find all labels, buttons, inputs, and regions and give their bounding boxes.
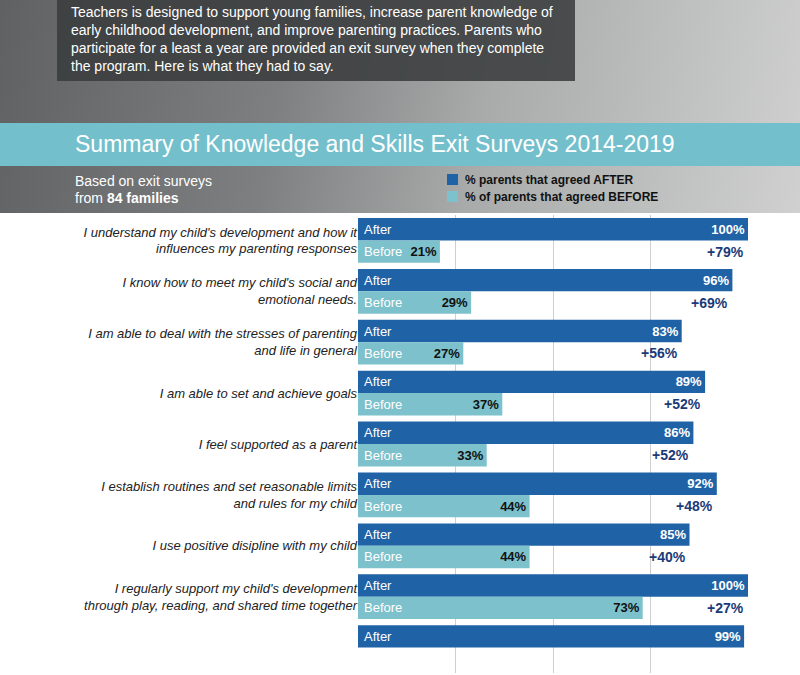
svg-text:I understand my child's develo: I understand my child's development and … (84, 225, 359, 257)
svg-text:I feel supported as a parent: I feel supported as a parent (199, 437, 359, 452)
svg-text:Before: Before (364, 244, 402, 259)
svg-text:I know how to meet my child's: I know how to meet my child's social and… (123, 275, 358, 307)
svg-text:After: After (364, 273, 392, 288)
svg-text:After: After (364, 527, 392, 542)
svg-text:+27%: +27% (707, 600, 744, 616)
svg-text:I am able to deal with the str: I am able to deal with the stresses of p… (88, 326, 358, 358)
svg-text:I establish routines and set r: I establish routines and set reasonable … (101, 479, 358, 511)
svg-text:73%: 73% (613, 600, 639, 615)
svg-text:Before: Before (364, 600, 402, 615)
svg-text:+52%: +52% (652, 447, 689, 463)
svg-text:After: After (364, 425, 392, 440)
svg-text:83%: 83% (652, 324, 678, 339)
svg-text:Before: Before (364, 448, 402, 463)
svg-text:After: After (364, 578, 392, 593)
html-text:from 84 families: from 84 families (75, 190, 179, 206)
svg-text:37%: 37% (473, 397, 499, 412)
svg-text:After: After (364, 476, 392, 491)
svg-text:After: After (364, 324, 392, 339)
svg-text:I am able to set and achieve g: I am able to set and achieve goals (160, 386, 358, 401)
svg-text:After: After (364, 374, 392, 389)
svg-text:I use positive disipline with: I use positive disipline with my child (153, 538, 358, 553)
svg-text:+48%: +48% (676, 498, 713, 514)
svg-text:96%: 96% (703, 273, 729, 288)
svg-text:29%: 29% (442, 295, 468, 310)
svg-text:85%: 85% (660, 527, 686, 542)
svg-text:33%: 33% (457, 448, 483, 463)
svg-text:+52%: +52% (664, 396, 701, 412)
svg-text:92%: 92% (687, 476, 713, 491)
svg-text:+69%: +69% (691, 295, 728, 311)
svg-text:86%: 86% (664, 425, 690, 440)
svg-text:100%: 100% (711, 222, 745, 237)
html-text:% of parents that agreed BEFOR: % of parents that agreed BEFORE (465, 190, 659, 204)
svg-text:21%: 21% (410, 244, 436, 259)
html-text:Based on exit surveys: Based on exit surveys (75, 173, 212, 189)
svg-text:After: After (364, 629, 392, 644)
svg-text:+40%: +40% (649, 549, 686, 565)
svg-text:Before: Before (364, 295, 402, 310)
svg-text:Before: Before (364, 549, 402, 564)
svg-text:99%: 99% (715, 629, 741, 644)
html-text:Summary of Knowledge and Skill: Summary of Knowledge and Skills Exit Sur… (75, 131, 675, 157)
svg-text:After: After (364, 222, 392, 237)
svg-text:Before: Before (364, 397, 402, 412)
html-text:% parents that agreed AFTER: % parents that agreed AFTER (465, 173, 634, 187)
svg-text:+56%: +56% (641, 345, 678, 361)
svg-text:Before: Before (364, 346, 402, 361)
svg-text:I regularly support my child's: I regularly support my child's developme… (84, 581, 358, 613)
svg-text:44%: 44% (500, 499, 526, 514)
svg-text:+79%: +79% (707, 244, 744, 260)
svg-text:44%: 44% (500, 549, 526, 564)
html-text:Teachers is designed to suppor: Teachers is designed to support young fa… (71, 4, 553, 74)
svg-text:27%: 27% (434, 346, 460, 361)
svg-text:Before: Before (364, 499, 402, 514)
svg-text:100%: 100% (711, 578, 745, 593)
svg-text:89%: 89% (676, 374, 702, 389)
